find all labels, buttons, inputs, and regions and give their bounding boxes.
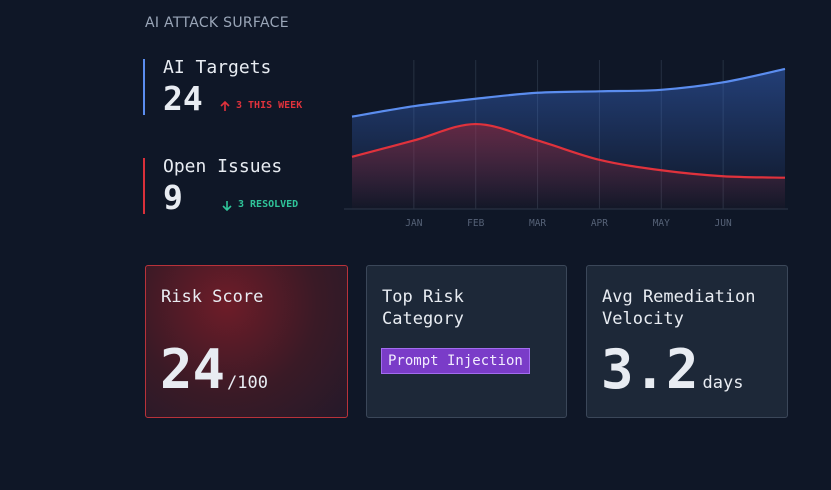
x-tick-label: FEB [467,218,484,229]
suffix: /100 [227,373,268,393]
card-title: Top Risk Category [382,287,464,329]
card-value: 3.2 days [601,343,744,397]
stat: AI Targets 24 3 THIS WEEK [143,57,343,118]
stat-label: AI Targets [163,57,272,78]
stat: Open Issues 9 3 RESOLVED [143,156,343,217]
card-title: Avg Remediation Velocity [602,287,756,329]
area [352,124,785,209]
stat-value: 9 [163,178,183,217]
x-tick-label: MAY [653,218,670,229]
card: Risk Score 24/100 [145,265,348,418]
suffix: days [702,373,744,393]
card-title: Risk Score [161,287,264,307]
stat-delta: 3 THIS WEEK [236,100,303,111]
stat-value: 24 [163,79,203,118]
x-tick-label: JUN [715,218,732,229]
stat-label: Open Issues [163,156,283,177]
line [351,67,786,118]
arrow-up [220,101,230,111]
value: 3.2 [601,338,699,401]
x-tick-label: JAN [405,218,422,229]
x-tick-label: APR [591,218,608,229]
value: 24 [160,338,226,401]
stat-delta: 3 RESOLVED [238,199,299,210]
badge: Prompt Injection [381,348,530,374]
line [351,122,786,179]
card: Top Risk Category Prompt Injection [366,265,567,418]
arrow-down [222,201,232,211]
header-title: AI ATTACK SURFACE [145,15,289,31]
chart: JAN FEB MAR APR MAY JUN [344,60,788,229]
x-tick-label: MAR [529,218,546,229]
card-value: 24/100 [160,343,268,397]
card: Avg Remediation Velocity 3.2 days [586,265,788,418]
